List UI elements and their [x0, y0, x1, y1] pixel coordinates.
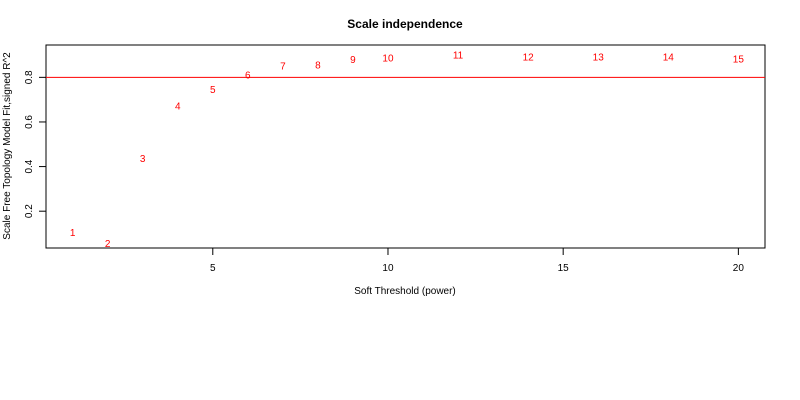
x-axis-label: Soft Threshold (power): [354, 286, 456, 297]
data-point-label: 10: [382, 54, 394, 65]
data-point-label: 5: [210, 85, 216, 96]
y-tick-label: 0.2: [24, 204, 35, 218]
y-axis-label: Scale Free Topology Model Fit,signed R^2: [2, 52, 13, 240]
data-point-label: 12: [523, 52, 535, 63]
x-axis: 5 10 15 20: [210, 247, 745, 274]
data-point-label: 3: [140, 154, 146, 165]
y-tick-label: 0.6: [24, 115, 35, 129]
chart-title: Scale independence: [347, 17, 463, 31]
data-point-label: 6: [245, 70, 251, 81]
data-point-label: 13: [593, 52, 605, 63]
x-tick-label: 5: [210, 263, 216, 274]
data-point-label: 4: [175, 101, 181, 112]
data-point-label: 9: [350, 55, 356, 66]
x-tick-label: 20: [733, 263, 745, 274]
data-point-label: 8: [315, 61, 321, 72]
y-axis: 0.2 0.4 0.6 0.8: [24, 70, 47, 218]
y-tick-label: 0.4: [24, 159, 35, 173]
data-point-label: 11: [453, 50, 464, 61]
data-point-label: 15: [733, 55, 745, 66]
x-tick-label: 10: [382, 263, 394, 274]
data-point-label: 14: [663, 52, 675, 63]
x-tick-label: 15: [558, 263, 570, 274]
data-point-label: 1: [70, 228, 76, 239]
data-point-label: 2: [105, 239, 111, 250]
y-tick-label: 0.8: [24, 70, 35, 84]
data-point-label: 7: [280, 62, 286, 73]
plot-frame: [45, 44, 766, 249]
